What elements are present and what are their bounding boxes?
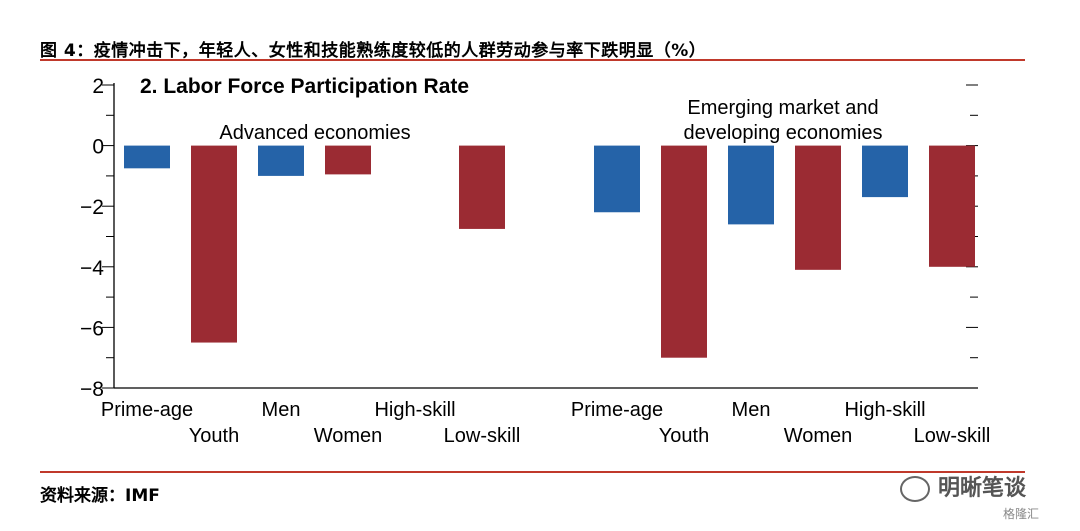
bar <box>795 145 841 270</box>
y-tick-label: 0 <box>92 136 104 159</box>
bar <box>728 145 774 225</box>
x-tick-label: Youth <box>659 425 709 447</box>
watermark: 明晰笔谈 <box>900 470 1026 502</box>
x-tick-label: Low-skill <box>914 425 991 447</box>
figure-title: 图 4：疫情冲击下，年轻人、女性和技能熟练度较低的人群劳动参与率下跌明显（%） <box>40 41 707 61</box>
bar <box>258 145 304 176</box>
x-tick-label: Men <box>732 399 771 421</box>
x-tick-label: Prime-age <box>571 399 663 421</box>
x-tick-label: Men <box>262 399 301 421</box>
y-tick-label: 2 <box>92 75 104 98</box>
source-note: 资料来源：IMF <box>40 486 160 506</box>
y-tick-label: −4 <box>80 257 104 280</box>
wechat-icon <box>900 476 930 502</box>
watermark-sub: 格隆汇 <box>1003 507 1040 521</box>
x-tick-label: High-skill <box>374 399 455 421</box>
y-tick-label: −8 <box>80 378 104 401</box>
watermark-text: 明晰笔谈 <box>938 476 1027 501</box>
bar <box>191 145 237 343</box>
bar <box>929 145 975 267</box>
group-label-emerging-line2: developing economies <box>683 122 882 144</box>
group-label-advanced: Advanced economies <box>219 122 410 144</box>
x-tick-label: Prime-age <box>101 399 193 421</box>
x-tick-label: Women <box>784 425 853 447</box>
chart-title: 2. Labor Force Participation Rate <box>140 75 469 98</box>
y-tick-label: −2 <box>80 196 104 219</box>
y-tick-label: −6 <box>80 317 104 340</box>
top-rule <box>40 59 1025 61</box>
x-tick-label: Women <box>314 425 383 447</box>
bar-chart: 2. Labor Force Participation Rate Advanc… <box>80 75 991 447</box>
bar <box>661 145 707 358</box>
bar <box>459 145 505 229</box>
group-label-emerging-line1: Emerging market and <box>687 97 878 119</box>
bar <box>594 145 640 213</box>
x-tick-label: Youth <box>189 425 239 447</box>
bottom-rule <box>40 471 1025 473</box>
x-tick-label: High-skill <box>844 399 925 421</box>
bar <box>124 145 170 169</box>
x-tick-label: Low-skill <box>444 425 521 447</box>
bar <box>862 145 908 198</box>
bar <box>325 145 371 175</box>
